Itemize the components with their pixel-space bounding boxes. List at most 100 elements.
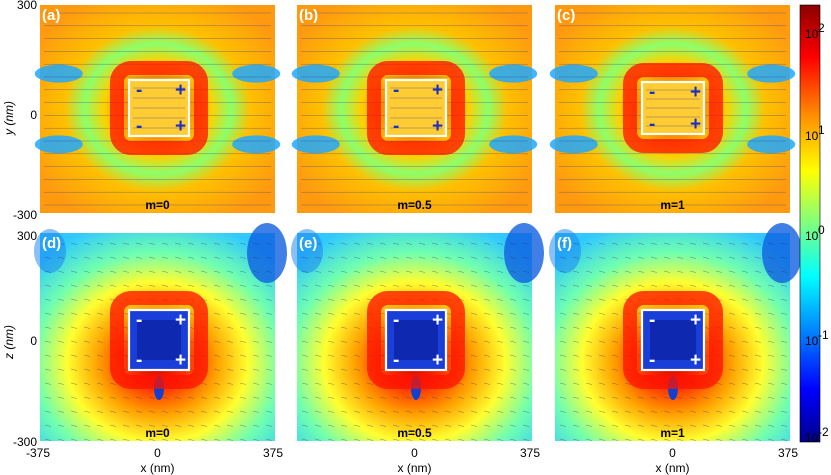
- field-arrow: [83, 270, 91, 273]
- field-arrow: [161, 424, 169, 427]
- field-arrow: [265, 396, 273, 399]
- field-arrow: [239, 368, 247, 371]
- field-arrow: [496, 326, 504, 329]
- field-arrow: [301, 298, 309, 301]
- field-arrow: [767, 438, 775, 441]
- low-field-lobe: [489, 135, 538, 154]
- field-arrow: [239, 256, 247, 259]
- field-arrow: [70, 396, 78, 399]
- field-arrow: [314, 298, 322, 301]
- field-arrow: [663, 410, 671, 413]
- field-arrow: [353, 368, 361, 371]
- x-tick: 375: [778, 446, 798, 460]
- field-arrow: [611, 270, 619, 273]
- m-value-label: m=0: [145, 426, 170, 440]
- field-arrow: [405, 284, 413, 287]
- field-arrow: [161, 256, 169, 259]
- low-field-lobe: [291, 135, 340, 154]
- field-arrow: [780, 326, 788, 329]
- field-arrow: [754, 410, 762, 413]
- field-arrow: [70, 270, 78, 273]
- field-arrow: [663, 424, 671, 427]
- field-arrow: [585, 382, 593, 385]
- field-arrow: [213, 340, 221, 343]
- colorbar-tick-exponent: 2: [818, 21, 825, 35]
- field-arrow: [340, 270, 348, 273]
- field-arrow: [379, 410, 387, 413]
- field-arrow: [728, 438, 736, 441]
- field-arrow: [611, 410, 619, 413]
- field-arrow: [226, 410, 234, 413]
- field-arrow: [327, 424, 335, 427]
- field-arrow: [522, 298, 530, 301]
- field-arrow: [148, 396, 156, 399]
- field-arrow: [572, 354, 580, 357]
- field-arrow: [624, 382, 632, 385]
- field-arrow: [174, 256, 182, 259]
- field-arrow: [780, 312, 788, 315]
- field-arrow: [754, 424, 762, 427]
- field-arrow: [431, 242, 439, 245]
- field-arrow: [598, 396, 606, 399]
- field-arrow: [70, 410, 78, 413]
- field-arrow: [96, 298, 104, 301]
- field-arrow: [598, 242, 606, 245]
- field-arrow: [44, 284, 52, 287]
- field-arrow: [405, 242, 413, 245]
- field-arrow: [353, 410, 361, 413]
- plus-charge: +: [690, 310, 701, 331]
- field-arrow: [200, 284, 208, 287]
- panel-e: - + - + (e) m=0.5: [291, 223, 544, 441]
- field-arrow: [663, 256, 671, 259]
- field-arrow: [70, 382, 78, 385]
- field-arrow: [379, 242, 387, 245]
- field-arrow: [676, 396, 684, 399]
- field-arrow: [200, 256, 208, 259]
- field-arrow: [252, 410, 260, 413]
- x-tick: 375: [520, 446, 540, 460]
- field-arrow: [340, 242, 348, 245]
- field-arrow: [780, 424, 788, 427]
- y-tick-top-0: 0: [30, 108, 37, 122]
- field-arrow: [340, 382, 348, 385]
- field-arrow: [496, 270, 504, 273]
- field-arrow: [301, 354, 309, 357]
- low-field-corner: [549, 229, 581, 273]
- field-arrow: [83, 396, 91, 399]
- field-arrow: [252, 354, 260, 357]
- field-arrow: [728, 424, 736, 427]
- panel-label: (e): [299, 235, 317, 252]
- field-arrow: [392, 270, 400, 273]
- field-arrow: [637, 424, 645, 427]
- field-arrow: [585, 438, 593, 441]
- field-arrow: [174, 424, 182, 427]
- field-arrow: [174, 242, 182, 245]
- field-arrow: [353, 382, 361, 385]
- y-axis-label-top: y (nm): [2, 101, 16, 136]
- field-arrow: [431, 410, 439, 413]
- field-arrow: [83, 438, 91, 441]
- field-arrow: [83, 424, 91, 427]
- field-arrow: [213, 284, 221, 287]
- minus-charge: -: [393, 310, 399, 331]
- field-arrow: [483, 270, 491, 273]
- field-arrow: [650, 256, 658, 259]
- field-arrow: [327, 382, 335, 385]
- field-arrow: [44, 410, 52, 413]
- field-arrow: [598, 410, 606, 413]
- field-arrow: [754, 298, 762, 301]
- field-arrow: [572, 242, 580, 245]
- field-arrow: [663, 438, 671, 441]
- field-arrow: [689, 270, 697, 273]
- field-arrow: [83, 256, 91, 259]
- field-arrow: [57, 340, 65, 343]
- field-arrow: [611, 256, 619, 259]
- field-arrow: [57, 396, 65, 399]
- hot-spot-ring: [367, 61, 465, 155]
- field-arrow: [572, 298, 580, 301]
- field-arrow: [353, 354, 361, 357]
- field-arrow: [96, 312, 104, 315]
- field-arrow: [509, 340, 517, 343]
- field-arrow: [57, 326, 65, 329]
- field-arrow: [57, 382, 65, 385]
